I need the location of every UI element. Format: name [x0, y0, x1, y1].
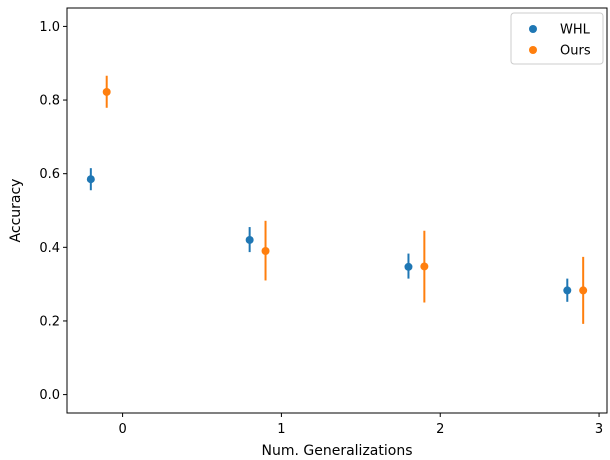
ours-point [579, 286, 588, 295]
x-axis: 0 1 2 3 [118, 413, 603, 437]
y-axis: 0.0 0.2 0.4 0.6 0.8 1.0 [39, 20, 67, 403]
y-tick-label: 0.2 [39, 314, 60, 329]
plot-frame [66, 7, 608, 414]
whl-legend-label: WHL [560, 23, 591, 38]
whl-point [86, 175, 95, 184]
y-tick-label: 0.8 [39, 94, 60, 109]
ours-legend-label: Ours [560, 44, 591, 59]
whl-point [404, 262, 413, 271]
ours-point [420, 262, 429, 271]
x-axis-label: Num. Generalizations [262, 443, 413, 459]
x-tick-label: 3 [595, 422, 603, 437]
data-marks [86, 75, 588, 324]
y-tick-label: 0.0 [39, 388, 60, 403]
ours-legend-marker [529, 46, 537, 54]
y-tick-label: 1.0 [39, 20, 60, 35]
y-axis-label: Accuracy [8, 179, 24, 243]
x-tick-label: 2 [436, 422, 444, 437]
whl-point [245, 235, 254, 244]
whl-legend-marker [529, 25, 537, 33]
whl-point [563, 286, 572, 295]
ours-point [261, 247, 270, 255]
ours-point [102, 87, 111, 96]
x-tick-label: 0 [118, 422, 126, 437]
y-tick-label: 0.4 [39, 241, 60, 256]
y-tick-label: 0.6 [39, 167, 60, 182]
x-tick-label: 1 [277, 422, 285, 437]
legend: WHL Ours [510, 12, 604, 65]
